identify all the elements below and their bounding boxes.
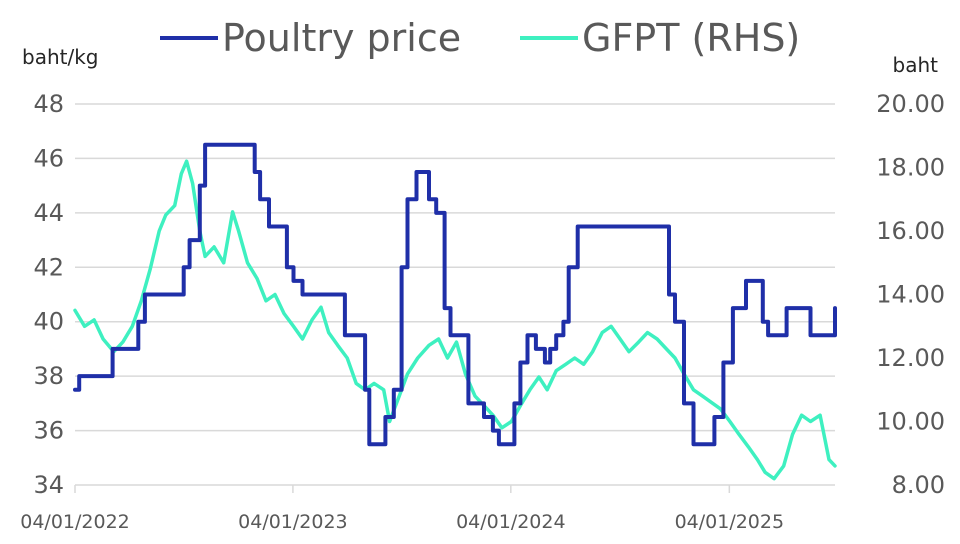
y-right-tick-label: 12.00 xyxy=(876,344,945,372)
series-layer xyxy=(73,142,837,481)
y-left-tick-label: 38 xyxy=(33,362,64,390)
y-right-tick-label: 8.00 xyxy=(892,471,945,499)
x-tick-label: 04/01/2022 xyxy=(20,511,130,533)
grid-layer xyxy=(75,103,835,486)
legend-label-poultry-price: Poultry price xyxy=(222,16,461,60)
y-right-tick-label: 14.00 xyxy=(876,281,945,309)
x-tick-label: 04/01/2025 xyxy=(675,511,785,533)
y-left-tick-label: 44 xyxy=(33,199,64,227)
right-axis-unit-label: baht xyxy=(893,53,939,77)
x-tick-label: 04/01/2023 xyxy=(238,511,348,533)
legend: Poultry price GFPT (RHS) xyxy=(160,16,800,60)
x-tick-label: 04/01/2024 xyxy=(456,511,566,533)
left-axis-unit-label: baht/kg xyxy=(22,45,98,69)
y-left-tick-label: 34 xyxy=(33,471,64,499)
y-right-tick-label: 16.00 xyxy=(876,217,945,245)
y-left-tick-label: 42 xyxy=(33,253,64,281)
y-left-tick-label: 36 xyxy=(33,417,64,445)
legend-label-gfpt: GFPT (RHS) xyxy=(582,16,800,60)
y-right-tick-label: 18.00 xyxy=(876,154,945,182)
series-line-poultry-price xyxy=(73,142,837,447)
y-right-tick-label: 20.00 xyxy=(876,90,945,118)
axis-layer: baht/kg baht 34 36 38 40 42 44 46 48 8.00 10.00 12… xyxy=(20,45,945,533)
y-left-tick-label: 40 xyxy=(33,308,64,336)
y-left-tick-label: 46 xyxy=(33,144,64,172)
y-left-tick-label: 48 xyxy=(33,90,64,118)
y-right-tick-label: 10.00 xyxy=(876,408,945,436)
series-line-gfpt xyxy=(73,159,837,481)
